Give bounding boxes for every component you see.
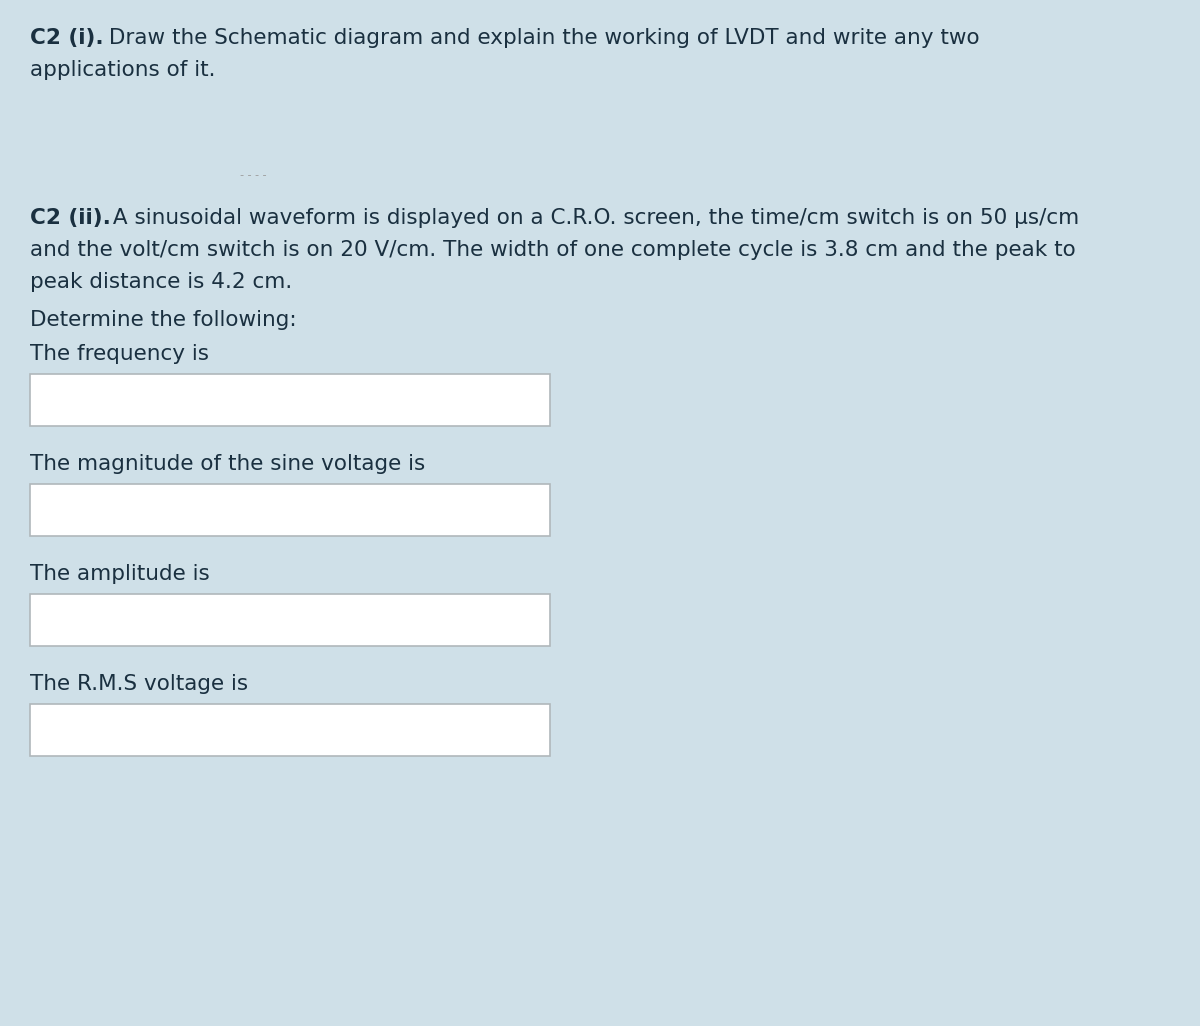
Text: C2 (ii).: C2 (ii). <box>30 208 110 228</box>
FancyBboxPatch shape <box>30 484 550 536</box>
Text: Draw the Schematic diagram and explain the working of LVDT and write any two: Draw the Schematic diagram and explain t… <box>102 28 979 48</box>
Text: peak distance is 4.2 cm.: peak distance is 4.2 cm. <box>30 272 293 292</box>
Text: C2 (i).: C2 (i). <box>30 28 103 48</box>
FancyBboxPatch shape <box>30 704 550 756</box>
FancyBboxPatch shape <box>30 594 550 646</box>
Text: The amplitude is: The amplitude is <box>30 564 210 584</box>
Text: The frequency is: The frequency is <box>30 344 209 364</box>
Text: The R.M.S voltage is: The R.M.S voltage is <box>30 674 248 694</box>
Text: applications of it.: applications of it. <box>30 60 216 80</box>
Text: The magnitude of the sine voltage is: The magnitude of the sine voltage is <box>30 453 425 474</box>
Text: A sinusoidal waveform is displayed on a C.R.O. screen, the time/cm switch is on : A sinusoidal waveform is displayed on a … <box>106 208 1079 228</box>
Text: and the volt/cm switch is on 20 V/cm. The width of one complete cycle is 3.8 cm : and the volt/cm switch is on 20 V/cm. Th… <box>30 240 1075 260</box>
FancyBboxPatch shape <box>30 374 550 426</box>
Text: Determine the following:: Determine the following: <box>30 310 296 330</box>
Text: - - - -: - - - - <box>240 170 266 180</box>
